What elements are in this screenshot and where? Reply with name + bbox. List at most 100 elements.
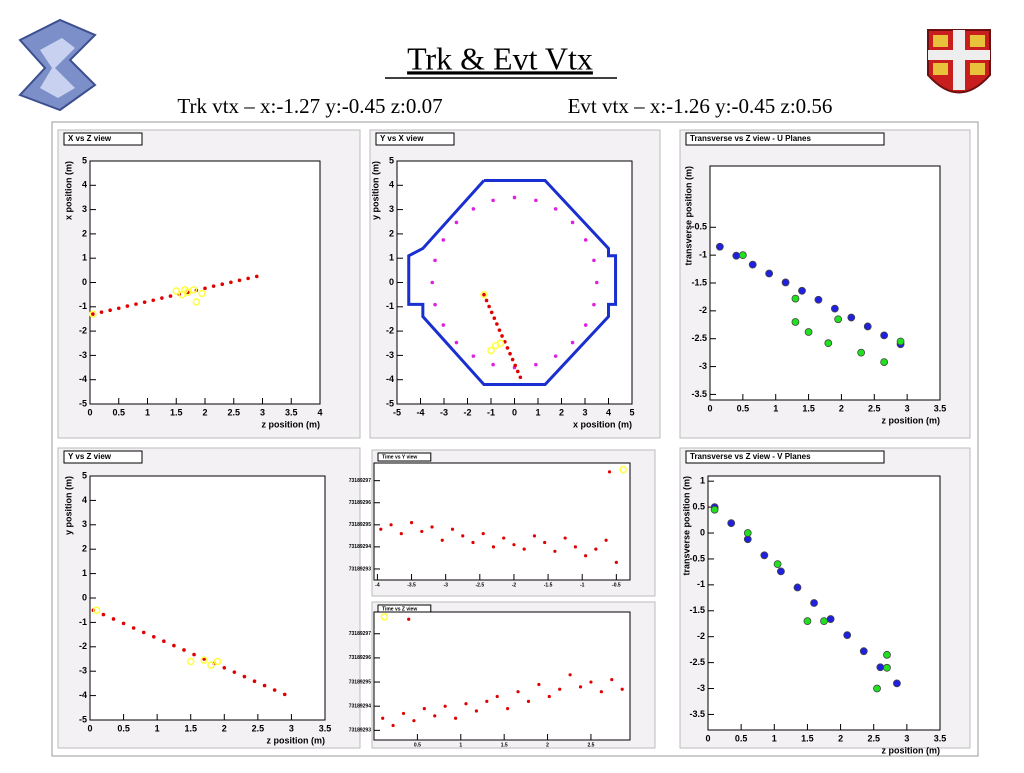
x-tick-label: -4 [375, 582, 380, 588]
data-point [441, 323, 446, 327]
data-point [485, 699, 489, 703]
data-point [592, 258, 596, 263]
data-point [203, 286, 207, 291]
data-point [760, 551, 769, 560]
y-tick-label: 73189294 [349, 704, 371, 710]
data-point [765, 269, 774, 278]
data-point [207, 661, 215, 669]
data-point [151, 298, 156, 303]
panel-title: Transverse vs Z view - V Planes [690, 452, 811, 461]
data-point [824, 339, 833, 348]
data-point [202, 657, 206, 661]
data-point [430, 280, 435, 285]
y-tick-label: 1 [82, 568, 87, 578]
y-tick-label: 4 [82, 180, 87, 190]
x-tick-label: 0 [512, 407, 517, 417]
data-point [830, 304, 839, 313]
y-tick-label: -2 [386, 325, 394, 335]
data-point [584, 554, 588, 558]
x-tick-label: 0 [707, 403, 712, 413]
x-tick-label: 1.5 [501, 742, 508, 748]
plot-area [89, 475, 326, 721]
data-point [748, 260, 757, 269]
y-tick-label: -3 [79, 666, 87, 676]
x-tick-label: 2.5 [252, 723, 265, 733]
data-point [160, 296, 164, 300]
y-tick-label: -3 [386, 350, 394, 360]
data-point [583, 238, 588, 242]
data-point [570, 340, 575, 345]
data-point [515, 369, 520, 374]
data-point [793, 583, 802, 592]
data-point [798, 286, 806, 295]
data-point [543, 540, 547, 545]
x-tick-label: 3 [260, 407, 265, 417]
data-point [715, 242, 724, 251]
y-tick-label: 1 [82, 253, 87, 263]
x-tick-label: 2.5 [587, 742, 594, 748]
y-tick-label: 0 [700, 527, 705, 537]
data-point [563, 536, 567, 540]
data-point [450, 527, 455, 531]
x-tick-label: 3.5 [319, 723, 332, 733]
y-tick-label: -5 [79, 398, 87, 408]
plot-area [89, 160, 321, 405]
y-tick-label: 3 [82, 204, 87, 214]
panel-title: Time vs Z view [382, 606, 417, 612]
y-tick-label: 4 [82, 495, 87, 505]
slide-title: Trk & Evt Vtx [407, 40, 593, 76]
data-point [508, 351, 512, 356]
data-point [454, 340, 459, 345]
data-point [407, 617, 411, 621]
data-point [487, 304, 491, 309]
data-point [614, 560, 618, 564]
data-point [804, 328, 813, 336]
x-tick-label: 0.5 [737, 403, 750, 413]
x-tick-label: 0.5 [735, 733, 748, 743]
y-tick-label: -5 [386, 398, 394, 408]
data-point [168, 294, 173, 298]
logo-right [927, 29, 991, 94]
y-tick-label: 73189293 [349, 566, 371, 572]
data-point [553, 354, 558, 358]
data-point [883, 663, 891, 672]
data-point [620, 687, 624, 691]
x-tick-label: 2.5 [867, 733, 880, 743]
data-point [471, 540, 475, 545]
x-tick-label: -3 [440, 407, 448, 417]
data-point [482, 292, 486, 297]
x-tick-label: 0 [87, 723, 92, 733]
data-point [553, 207, 558, 211]
y-tick-label: -4 [79, 374, 87, 384]
x-tick-label: 2 [546, 742, 549, 748]
data-point [791, 318, 800, 326]
data-point [777, 567, 785, 576]
data-point [379, 527, 383, 531]
x-tick-label: 1 [459, 742, 462, 748]
data-point [443, 704, 447, 708]
x-tick-label: 1 [155, 723, 160, 733]
data-point [893, 679, 901, 688]
y-tick-label: -1 [699, 250, 707, 260]
x-tick-label: -1 [580, 582, 585, 588]
data-point [220, 282, 225, 287]
data-point [873, 684, 881, 693]
y-tick-label: -2 [699, 305, 707, 315]
x-tick-label: -0.5 [612, 582, 621, 588]
data-point [471, 354, 476, 358]
plot-area [707, 475, 941, 731]
y-tick-label: 0 [82, 592, 87, 602]
data-point [573, 545, 577, 549]
data-point [461, 534, 465, 538]
data-point [570, 220, 575, 225]
data-point [496, 339, 505, 347]
data-point [409, 521, 414, 525]
x-tick-label: 1.5 [801, 733, 814, 743]
y-tick-label: 73189296 [349, 655, 371, 661]
data-point [594, 547, 598, 551]
x-tick-label: 1.5 [802, 403, 815, 413]
data-point [489, 310, 494, 315]
x-tick-label: -3.5 [407, 582, 416, 588]
data-point [857, 348, 866, 357]
